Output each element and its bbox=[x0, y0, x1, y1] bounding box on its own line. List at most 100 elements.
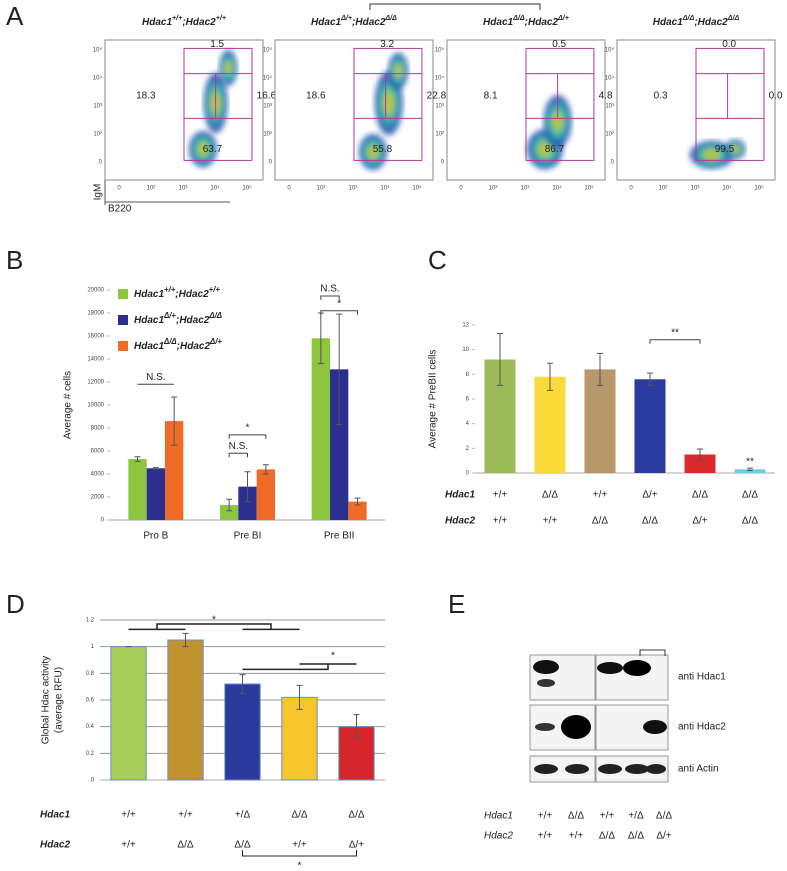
significance-label: N.S. bbox=[146, 372, 165, 383]
x-tick-label: 10⁴ bbox=[552, 185, 562, 192]
genotype: Δ/Δ bbox=[628, 831, 644, 842]
western-blot bbox=[529, 649, 669, 783]
legend-swatch bbox=[118, 289, 128, 299]
significance-label: ** bbox=[746, 457, 754, 468]
bar bbox=[224, 683, 261, 781]
genotype: +/+ bbox=[493, 516, 508, 527]
genotype: Δ/Δ bbox=[542, 490, 558, 501]
y-tick-label: 0.8 bbox=[86, 671, 95, 677]
x-tick-label: 10⁴ bbox=[380, 185, 390, 192]
x-tick-label: 10⁵ bbox=[754, 185, 764, 192]
error-bar bbox=[134, 456, 141, 462]
genotype: Δ/Δ bbox=[642, 516, 658, 527]
gate-value: 55.8 bbox=[373, 144, 393, 155]
genotype: +/+ bbox=[292, 840, 307, 851]
y-tick-label: 10⁴ bbox=[263, 75, 273, 82]
y-tick-label: 1.2 bbox=[86, 618, 95, 624]
genotype: Δ/Δ bbox=[291, 810, 307, 821]
band bbox=[598, 764, 622, 774]
gate-value: 4.8 bbox=[599, 91, 613, 102]
band bbox=[565, 764, 589, 774]
density-blob bbox=[358, 134, 387, 170]
band bbox=[625, 764, 649, 774]
bar bbox=[311, 338, 330, 520]
y-tick-label: 10² bbox=[435, 132, 444, 138]
y-tick-label: 10⁵ bbox=[435, 47, 445, 54]
bar bbox=[238, 486, 257, 520]
genotype: Δ/Δ bbox=[177, 840, 193, 851]
band bbox=[533, 660, 559, 674]
blot-label: anti Hdac2 bbox=[678, 722, 726, 733]
x-tick-label: Pro B bbox=[143, 531, 168, 542]
significance-bracket bbox=[228, 452, 248, 458]
genotype: Δ/Δ bbox=[348, 810, 364, 821]
error-bar bbox=[597, 352, 603, 386]
bar bbox=[330, 369, 349, 520]
genotype: Δ/Δ bbox=[656, 811, 672, 822]
y-tick-label: 10² bbox=[93, 132, 102, 138]
genotype: Δ/+ bbox=[642, 490, 657, 501]
bar bbox=[165, 421, 184, 520]
y-axis-label: Global Hdac activity bbox=[41, 656, 52, 744]
y-tick-label: 0.2 bbox=[86, 751, 95, 757]
plot-title: Hdac1+/+;Hdac2+/+ bbox=[142, 14, 227, 28]
band bbox=[534, 764, 558, 774]
panel-letter: A bbox=[6, 1, 24, 31]
band bbox=[646, 764, 666, 774]
bar bbox=[167, 639, 204, 781]
gate bbox=[525, 47, 595, 161]
genotype: +/Δ bbox=[628, 811, 644, 822]
density-blob bbox=[725, 139, 746, 160]
significance-bracket bbox=[228, 434, 267, 439]
y-tick-label: 0 bbox=[466, 471, 470, 477]
significance-label: N.S. bbox=[320, 284, 339, 295]
plot-title: Hdac1Δ/Δ;Hdac2Δ/Δ bbox=[653, 14, 740, 28]
y-tick-label: 0 bbox=[101, 518, 105, 524]
genotype: +/+ bbox=[538, 811, 553, 822]
y-tick-label: 10⁵ bbox=[93, 47, 103, 54]
panel-letter: C bbox=[428, 245, 447, 275]
plot-title: Hdac1Δ/+;Hdac2Δ/Δ bbox=[311, 14, 397, 28]
y-tick-label: 10⁵ bbox=[263, 47, 273, 54]
error-bar bbox=[296, 684, 303, 710]
row-label: Hdac1 bbox=[484, 811, 513, 822]
error-bar bbox=[697, 448, 703, 461]
y-tick-label: 4000 bbox=[91, 472, 105, 478]
x-tick-label: 10⁴ bbox=[722, 185, 732, 192]
x-tick-label: 10³ bbox=[349, 186, 358, 192]
x-tick-label: 10⁵ bbox=[584, 185, 594, 192]
error-bar bbox=[547, 362, 553, 391]
panel-letter: D bbox=[6, 589, 25, 619]
genotype: Δ/Δ bbox=[742, 490, 758, 501]
significance-label: * bbox=[246, 423, 250, 434]
bar bbox=[534, 376, 566, 473]
y-tick-label: 10³ bbox=[93, 104, 102, 110]
y-tick-label: 10000 bbox=[87, 403, 104, 409]
genotype: Δ/Δ bbox=[234, 840, 250, 851]
row-label: Hdac2 bbox=[484, 831, 513, 842]
bar bbox=[220, 505, 239, 520]
error-bar bbox=[647, 372, 653, 386]
gate-value: 18.3 bbox=[136, 91, 156, 102]
genotype: +/+ bbox=[600, 811, 615, 822]
error-bar bbox=[497, 333, 503, 386]
error-bar bbox=[262, 464, 269, 475]
y-tick-label: 10³ bbox=[263, 104, 272, 110]
error-bar bbox=[354, 497, 361, 506]
y-tick-label: 10³ bbox=[435, 104, 444, 110]
error-bar bbox=[244, 471, 251, 503]
gate-value: 0.5 bbox=[552, 39, 566, 50]
genotype: Δ/Δ bbox=[592, 516, 608, 527]
density-blob bbox=[689, 140, 734, 169]
blot-label: anti Actin bbox=[678, 764, 719, 775]
genotype: Δ/+ bbox=[349, 840, 364, 851]
error-bar bbox=[182, 632, 189, 648]
error-bar bbox=[171, 396, 178, 446]
x-tick-label: 10² bbox=[659, 186, 668, 192]
significance-bracket bbox=[320, 310, 358, 315]
bar bbox=[634, 379, 666, 473]
genotype: Δ/Δ bbox=[742, 516, 758, 527]
y-tick-label: 8 bbox=[466, 372, 470, 378]
y-tick-label: 12000 bbox=[87, 380, 104, 386]
significance-bracket bbox=[242, 850, 357, 857]
